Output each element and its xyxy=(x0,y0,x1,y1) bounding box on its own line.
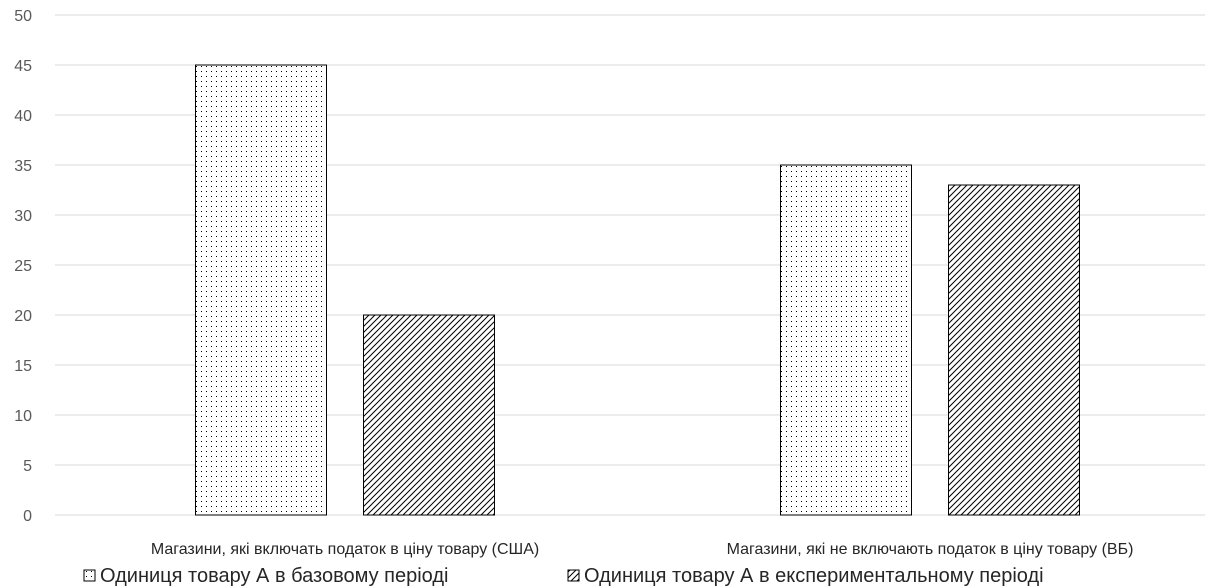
x-axis-category-labels: Магазини, які включать податок в ціну то… xyxy=(151,541,1134,558)
bar-series-2-category-1 xyxy=(363,314,495,516)
legend-label: Одиниця товару А в експериментальному пе… xyxy=(584,565,1044,587)
legend: Одиниця товару А в базовому періоді Одини… xyxy=(83,565,1044,587)
y-tick-label: 5 xyxy=(23,458,32,475)
hatched-square-icon xyxy=(567,569,580,582)
legend-label: Одиниця товару А в базовому періоді xyxy=(100,565,448,587)
y-tick-label: 40 xyxy=(14,108,32,125)
dotted-square-icon xyxy=(83,569,96,582)
bar-series-1-category-1 xyxy=(195,64,327,516)
x-category-label: Магазини, які включать податок в ціну то… xyxy=(151,541,539,558)
y-tick-label: 35 xyxy=(14,158,32,175)
bar-series-2-category-2 xyxy=(948,184,1080,516)
y-tick-label: 10 xyxy=(14,408,32,425)
y-tick-label: 50 xyxy=(14,8,32,25)
x-category-label: Магазини, які не включають податок в цін… xyxy=(727,541,1134,558)
y-axis-tick-labels: 0 5 10 15 20 25 30 35 40 45 50 xyxy=(14,8,32,525)
bars xyxy=(195,64,1080,516)
y-tick-label: 20 xyxy=(14,308,32,325)
y-tick-label: 0 xyxy=(23,508,32,525)
y-tick-label: 25 xyxy=(14,258,32,275)
bar-series-1-category-2 xyxy=(780,164,912,516)
y-tick-label: 30 xyxy=(14,208,32,225)
y-tick-label: 45 xyxy=(14,58,32,75)
y-tick-label: 15 xyxy=(14,358,32,375)
